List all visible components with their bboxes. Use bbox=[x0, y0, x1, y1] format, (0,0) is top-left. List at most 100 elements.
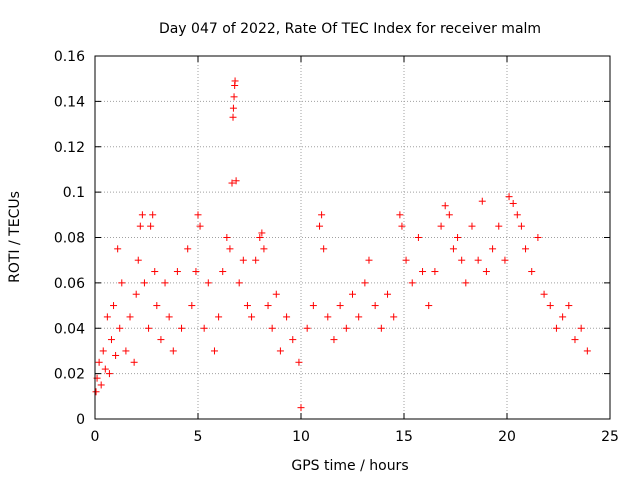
y-tick-label: 0.06 bbox=[54, 276, 85, 292]
data-point bbox=[320, 245, 328, 253]
data-point bbox=[297, 404, 305, 412]
data-point bbox=[540, 290, 548, 298]
y-tick-label: 0.08 bbox=[54, 231, 85, 247]
data-point bbox=[134, 256, 142, 264]
data-point bbox=[272, 290, 280, 298]
data-point bbox=[330, 336, 338, 344]
data-point bbox=[112, 351, 120, 359]
data-point bbox=[478, 197, 486, 205]
data-point bbox=[445, 211, 453, 219]
data-point bbox=[204, 279, 212, 287]
data-point bbox=[219, 268, 227, 276]
x-tick-label: 0 bbox=[91, 429, 100, 445]
data-point bbox=[200, 324, 208, 332]
data-point bbox=[138, 211, 146, 219]
data-point bbox=[264, 302, 272, 310]
data-point bbox=[501, 256, 509, 264]
data-point bbox=[276, 347, 284, 355]
data-point bbox=[230, 93, 238, 101]
data-point bbox=[116, 324, 124, 332]
data-point bbox=[505, 193, 513, 201]
data-point bbox=[365, 256, 373, 264]
data-point bbox=[336, 302, 344, 310]
y-tick-label: 0.12 bbox=[54, 140, 85, 156]
y-tick-label: 0 bbox=[76, 412, 85, 428]
data-point bbox=[402, 256, 410, 264]
data-point bbox=[103, 313, 111, 321]
data-point bbox=[577, 324, 585, 332]
data-point bbox=[583, 347, 591, 355]
tick-labels: 0 5 10 15 20 25 0 0.02 0.04 0.06 0.08 0.1 0.12 0.14 0.… bbox=[54, 49, 619, 445]
data-point bbox=[458, 256, 466, 264]
data-point bbox=[229, 113, 237, 121]
data-point bbox=[437, 222, 445, 230]
grid-lines bbox=[95, 56, 610, 419]
data-point bbox=[136, 222, 144, 230]
data-point bbox=[226, 245, 234, 253]
data-point bbox=[210, 347, 218, 355]
data-point bbox=[215, 313, 223, 321]
data-point bbox=[396, 211, 404, 219]
y-tick-label: 0.1 bbox=[63, 185, 85, 201]
data-point bbox=[178, 324, 186, 332]
data-point bbox=[384, 290, 392, 298]
data-point bbox=[559, 313, 567, 321]
data-point bbox=[192, 268, 200, 276]
data-point bbox=[318, 211, 326, 219]
data-point bbox=[528, 268, 536, 276]
x-tick-label: 10 bbox=[292, 429, 310, 445]
data-point bbox=[256, 234, 264, 241]
data-point bbox=[398, 222, 406, 230]
data-point bbox=[126, 313, 134, 321]
data-point bbox=[546, 302, 554, 310]
data-point bbox=[194, 211, 202, 219]
data-point bbox=[173, 268, 181, 276]
data-point bbox=[97, 381, 105, 389]
data-point bbox=[552, 324, 560, 332]
data-point bbox=[149, 211, 157, 219]
y-tick-label: 0.02 bbox=[54, 367, 85, 383]
data-point bbox=[122, 347, 130, 355]
data-point bbox=[169, 347, 177, 355]
data-point bbox=[145, 324, 153, 332]
data-point bbox=[130, 358, 138, 366]
data-point bbox=[462, 279, 470, 287]
data-point bbox=[260, 245, 268, 253]
data-point bbox=[414, 234, 422, 241]
y-tick-label: 0.04 bbox=[54, 321, 85, 337]
data-point bbox=[95, 358, 103, 366]
data-point bbox=[151, 268, 159, 276]
data-point bbox=[349, 290, 356, 298]
data-point bbox=[107, 336, 115, 344]
plot-border bbox=[94, 55, 611, 420]
x-tick-label: 5 bbox=[194, 429, 203, 445]
data-point bbox=[342, 324, 350, 332]
data-point bbox=[223, 234, 231, 241]
x-axis-label: GPS time / hours bbox=[291, 458, 408, 474]
data-point bbox=[268, 324, 276, 332]
data-point bbox=[324, 313, 332, 321]
data-point bbox=[153, 302, 161, 310]
data-point bbox=[408, 279, 416, 287]
data-point bbox=[495, 222, 503, 230]
data-point bbox=[509, 199, 517, 207]
x-tick-label: 15 bbox=[395, 429, 413, 445]
data-point bbox=[101, 365, 109, 373]
data-point bbox=[513, 211, 521, 219]
data-point bbox=[118, 279, 126, 287]
data-point bbox=[99, 347, 107, 355]
data-point bbox=[377, 324, 385, 332]
y-tick-label: 0.14 bbox=[54, 94, 85, 110]
data-point bbox=[105, 370, 113, 378]
data-point bbox=[283, 313, 291, 321]
data-point bbox=[390, 313, 398, 321]
data-point bbox=[482, 268, 490, 276]
data-point bbox=[517, 222, 525, 230]
axes bbox=[94, 55, 611, 420]
x-tick-label: 25 bbox=[601, 429, 619, 445]
data-point bbox=[303, 324, 311, 332]
data-point bbox=[188, 302, 196, 310]
data-point bbox=[258, 229, 266, 237]
data-point bbox=[361, 279, 369, 287]
data-point bbox=[165, 313, 173, 321]
